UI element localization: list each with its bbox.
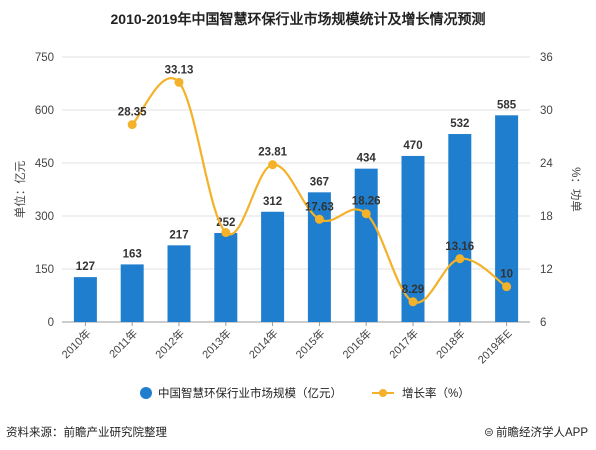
bar xyxy=(307,192,331,322)
legend-line-marker xyxy=(379,389,387,397)
growth-value-label: 13.16 xyxy=(445,241,474,253)
y-right-tick-label: 24 xyxy=(540,158,553,170)
bar-value-label: 217 xyxy=(169,229,188,241)
x-tick-label: 2012年 xyxy=(152,326,187,361)
bar xyxy=(167,245,191,322)
growth-point xyxy=(314,214,324,224)
bar xyxy=(354,168,378,322)
y-left-tick-label: 300 xyxy=(35,211,54,223)
growth-value-label: 17.63 xyxy=(305,201,334,213)
bar xyxy=(73,277,97,322)
growth-point xyxy=(127,120,137,130)
bar xyxy=(401,155,425,322)
growth-value-label: 18.26 xyxy=(352,196,381,208)
bar xyxy=(214,232,238,322)
bar-value-label: 585 xyxy=(497,99,517,111)
growth-point xyxy=(221,228,231,238)
y-right-tick-label: 12 xyxy=(540,264,553,276)
growth-point xyxy=(361,209,371,219)
qianzhan-logo-icon: ⊜ xyxy=(483,425,494,439)
bar-value-label: 312 xyxy=(263,196,282,208)
y-left-tick-label: 450 xyxy=(35,158,54,170)
x-tick-label: 2013年 xyxy=(199,326,234,361)
x-tick-label: 2011年 xyxy=(106,326,140,360)
x-tick-label: 2015年 xyxy=(293,326,328,361)
legend-bar-swatch xyxy=(140,387,152,399)
growth-point xyxy=(455,254,465,264)
y-right-tick-label: 18 xyxy=(540,211,553,223)
bar-value-label: 127 xyxy=(76,261,95,273)
y-left-tick-label: 750 xyxy=(35,52,54,64)
growth-value-label: 8.29 xyxy=(402,284,424,296)
growth-point xyxy=(502,282,512,292)
y-right-tick-label: 6 xyxy=(540,317,546,329)
legend-bar-label: 中国智慧环保行业市场规模（亿元） xyxy=(158,386,342,400)
x-tick-label: 2017年 xyxy=(386,326,421,361)
growth-point xyxy=(408,297,418,307)
bar xyxy=(120,264,144,322)
legend-line-label: 增长率（%） xyxy=(402,386,470,400)
y-right-tick-label: 30 xyxy=(540,105,553,117)
bar-value-label: 532 xyxy=(450,118,469,130)
bar-value-label: 367 xyxy=(310,176,329,188)
growth-point xyxy=(268,160,278,170)
x-tick-label: 2019年E xyxy=(475,326,515,366)
growth-point xyxy=(174,77,184,87)
brand-label: ⊜ 前瞻经济学人APP xyxy=(484,424,588,440)
bar xyxy=(495,115,519,322)
growth-value-label: 10 xyxy=(500,269,513,281)
y-left-axis-label: 单位：亿元 xyxy=(13,160,27,218)
bar-value-label: 434 xyxy=(357,153,377,165)
bar xyxy=(448,134,472,322)
x-tick-label: 2010年 xyxy=(59,326,94,361)
growth-value-label: 28.35 xyxy=(118,107,147,119)
brand-text: 前瞻经济学人APP xyxy=(495,427,588,439)
x-tick-label: 2014年 xyxy=(246,326,281,361)
x-tick-label: 2016年 xyxy=(339,326,374,361)
x-tick-label: 2018年 xyxy=(433,326,468,361)
bar xyxy=(261,211,285,322)
y-left-tick-label: 600 xyxy=(35,105,54,117)
chart-title: 2010-2019年中国智慧环保行业市场规模统计及增长情况预测 xyxy=(110,11,486,27)
growth-line xyxy=(131,77,508,304)
source-note: 资料来源：前瞻产业研究院整理 xyxy=(6,427,167,439)
growth-value-label: 33.13 xyxy=(165,64,194,76)
y-left-tick-label: 150 xyxy=(35,264,54,276)
bar-value-label: 470 xyxy=(403,140,422,152)
bar-value-label: 163 xyxy=(123,248,142,260)
y-right-axis-label: %：功单 xyxy=(569,167,582,212)
y-left-tick-label: 0 xyxy=(48,317,54,329)
growth-value-label: 23.81 xyxy=(258,147,287,159)
y-right-tick-label: 36 xyxy=(540,52,553,64)
